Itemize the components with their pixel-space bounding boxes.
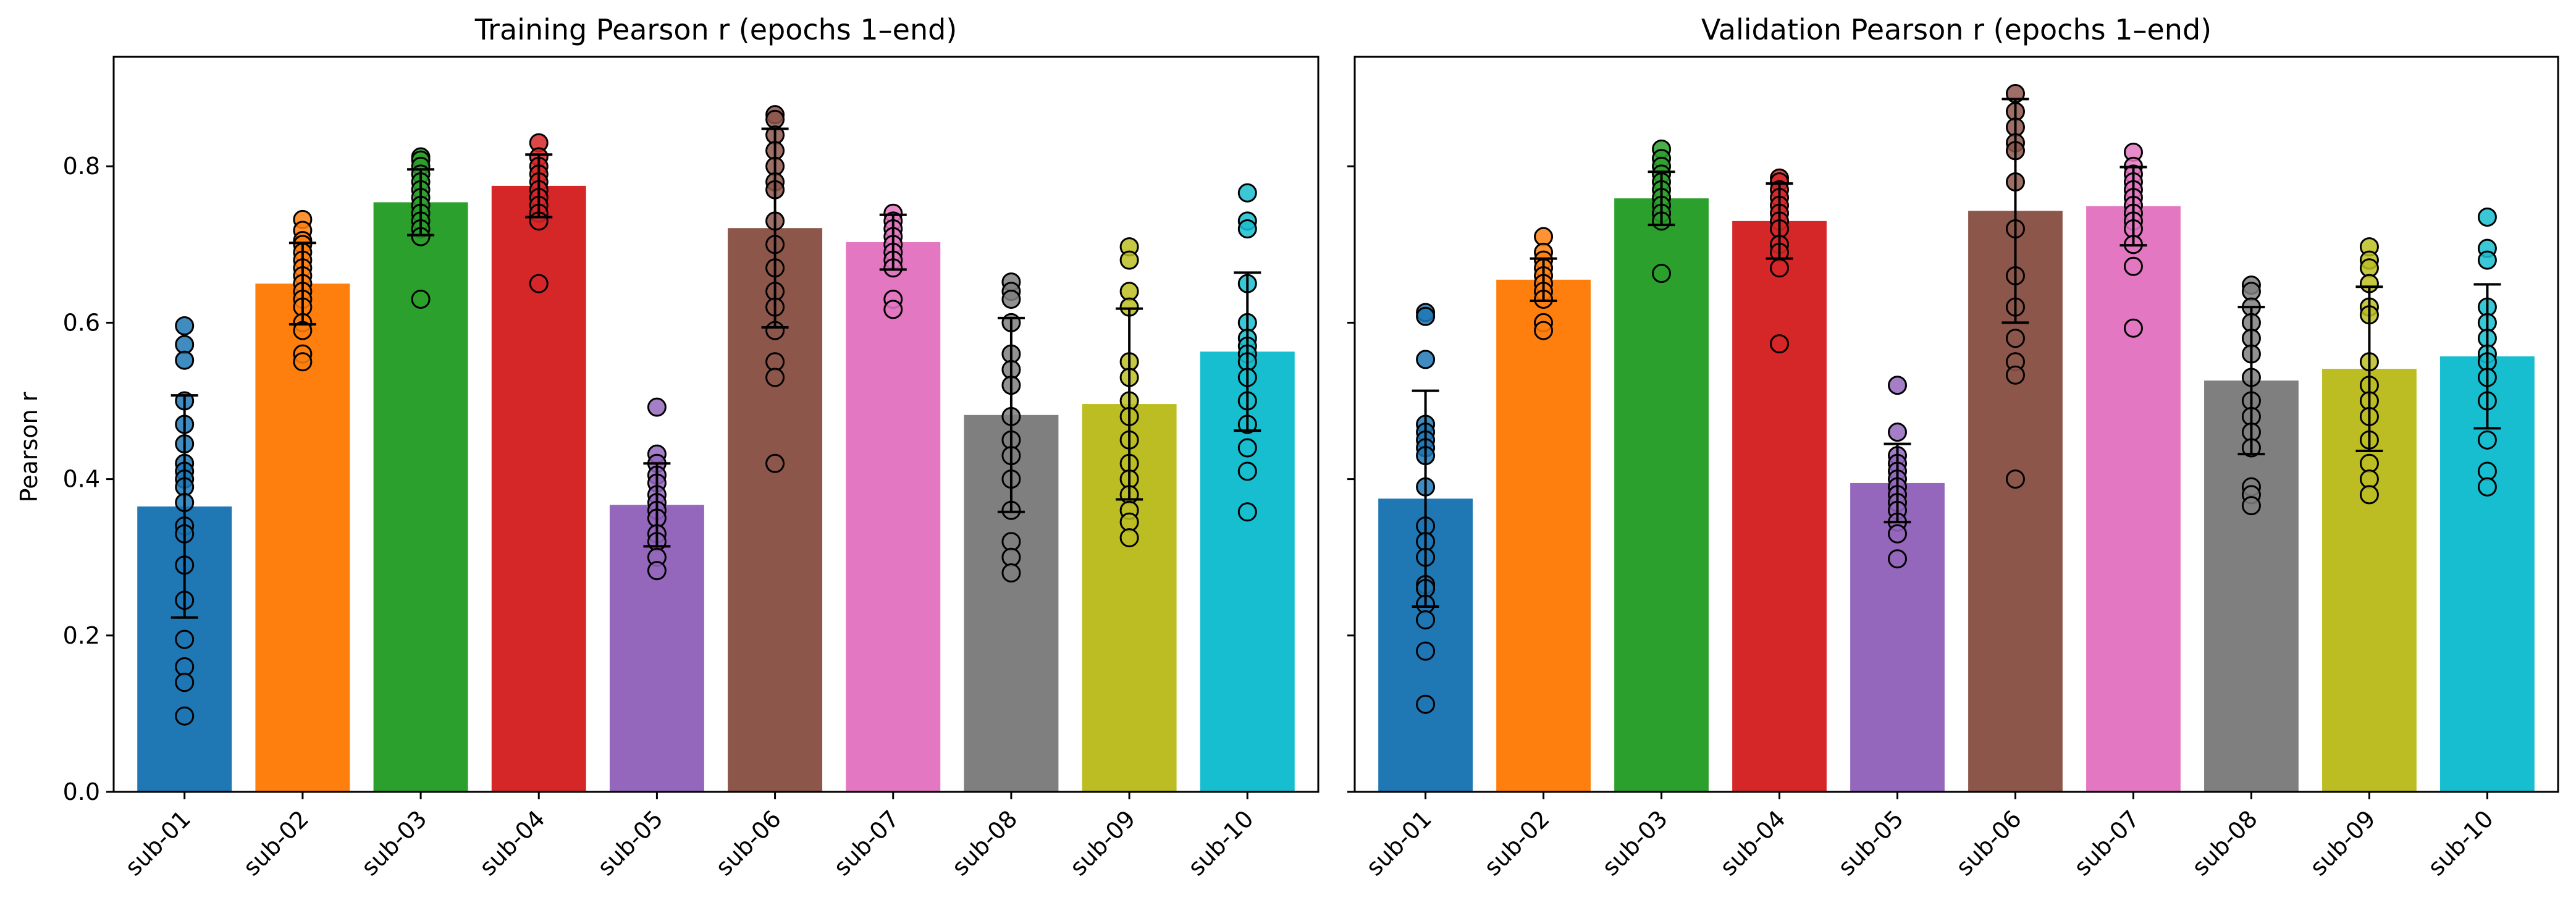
x-tick-label: sub-03	[356, 805, 432, 881]
data-point	[1237, 183, 1257, 203]
x-tick-label: sub-05	[1833, 805, 1909, 881]
data-point	[175, 350, 195, 370]
x-tick-label: sub-10	[1183, 805, 1259, 881]
data-point	[765, 453, 785, 473]
x-tick-label: sub-09	[1064, 805, 1140, 881]
data-point	[1652, 264, 1672, 284]
data-point	[1237, 461, 1257, 481]
data-point	[175, 657, 195, 676]
bar-sub-02	[1496, 279, 1591, 792]
data-point	[1416, 610, 1436, 629]
data-point	[2477, 430, 2497, 450]
data-point	[1001, 532, 1021, 552]
data-point	[2123, 318, 2143, 338]
plot-frame	[112, 56, 1320, 793]
y-tick-label: 0.2	[63, 622, 100, 649]
bar-sub-04	[1732, 221, 1827, 792]
data-point	[1888, 524, 1908, 544]
data-point	[1237, 438, 1257, 458]
data-point	[2241, 496, 2261, 516]
data-point	[2005, 469, 2025, 489]
data-point	[2359, 258, 2379, 278]
data-point	[411, 289, 431, 309]
data-point	[647, 561, 667, 581]
data-point	[1534, 321, 1554, 340]
data-point	[883, 300, 903, 319]
data-point	[2123, 256, 2143, 276]
x-tick-label: sub-07	[828, 805, 904, 881]
training-panel: Training Pearson r (epochs 1–end) Pearso…	[15, 13, 1320, 881]
data-point	[293, 352, 313, 372]
data-point	[1001, 563, 1021, 583]
y-tick-label: 0.8	[63, 153, 100, 180]
x-tick-label: sub-06	[710, 805, 786, 881]
data-point	[1237, 219, 1257, 239]
data-point	[1888, 549, 1908, 569]
training-chart-title: Training Pearson r (epochs 1–end)	[474, 13, 958, 46]
data-point	[1001, 547, 1021, 567]
x-tick-label: sub-01	[1361, 805, 1437, 881]
x-tick-label: sub-01	[120, 805, 196, 881]
data-point	[765, 352, 785, 372]
data-point	[1770, 334, 1790, 354]
x-tick-label: sub-02	[1479, 805, 1555, 881]
y-tick-label: 0.6	[63, 309, 100, 336]
bar-sub-07	[846, 242, 941, 792]
data-point	[1237, 502, 1257, 522]
data-point	[1888, 422, 1908, 442]
data-point	[1119, 528, 1139, 548]
x-tick-label: sub-07	[2069, 805, 2145, 881]
x-tick-label: sub-02	[238, 805, 314, 881]
x-tick-label: sub-03	[1597, 805, 1673, 881]
x-tick-label: sub-04	[474, 805, 550, 881]
data-point	[2477, 208, 2497, 227]
validation-panel: Validation Pearson r (epochs 1–end) sub-…	[1347, 13, 2559, 881]
data-point	[1119, 282, 1139, 301]
x-tick-label: sub-08	[2187, 805, 2263, 881]
data-point	[1416, 694, 1436, 714]
data-point	[765, 368, 785, 387]
data-point	[2005, 329, 2025, 348]
data-point	[2359, 485, 2379, 505]
y-tick-label: 0.0	[63, 778, 100, 805]
x-tick-label: sub-08	[946, 805, 1022, 881]
bar-sub-07	[2086, 206, 2181, 792]
data-point	[2359, 453, 2379, 473]
data-point	[2359, 469, 2379, 489]
data-point	[2477, 461, 2497, 481]
data-point	[1770, 258, 1790, 278]
data-point	[175, 335, 195, 355]
y-tick-label: 0.4	[63, 466, 100, 493]
data-point	[1119, 512, 1139, 532]
data-point	[1119, 250, 1139, 270]
data-point	[2241, 282, 2261, 301]
data-point	[1416, 350, 1436, 369]
data-point	[1888, 376, 1908, 395]
data-point	[2005, 365, 2025, 385]
data-point	[647, 397, 667, 417]
x-tick-label: sub-05	[592, 805, 668, 881]
plot-frame	[1353, 56, 2559, 793]
y-axis-label: Pearson r	[15, 392, 43, 502]
data-point	[1416, 306, 1436, 326]
data-point	[1416, 641, 1436, 661]
data-point	[175, 316, 195, 335]
data-point	[765, 109, 785, 129]
x-tick-label: sub-10	[2423, 805, 2499, 881]
data-point	[2477, 250, 2497, 270]
data-point	[175, 673, 195, 692]
bar-sub-03	[1614, 198, 1709, 792]
data-point	[175, 629, 195, 649]
data-point	[2477, 477, 2497, 497]
validation-chart-title: Validation Pearson r (epochs 1–end)	[1701, 13, 2212, 46]
data-point	[175, 706, 195, 726]
x-tick-label: sub-06	[1951, 805, 2027, 881]
x-tick-label: sub-09	[2305, 805, 2381, 881]
x-tick-label: sub-04	[1715, 805, 1791, 881]
data-point	[529, 274, 549, 293]
data-point	[1001, 289, 1021, 309]
data-point	[1534, 227, 1554, 246]
